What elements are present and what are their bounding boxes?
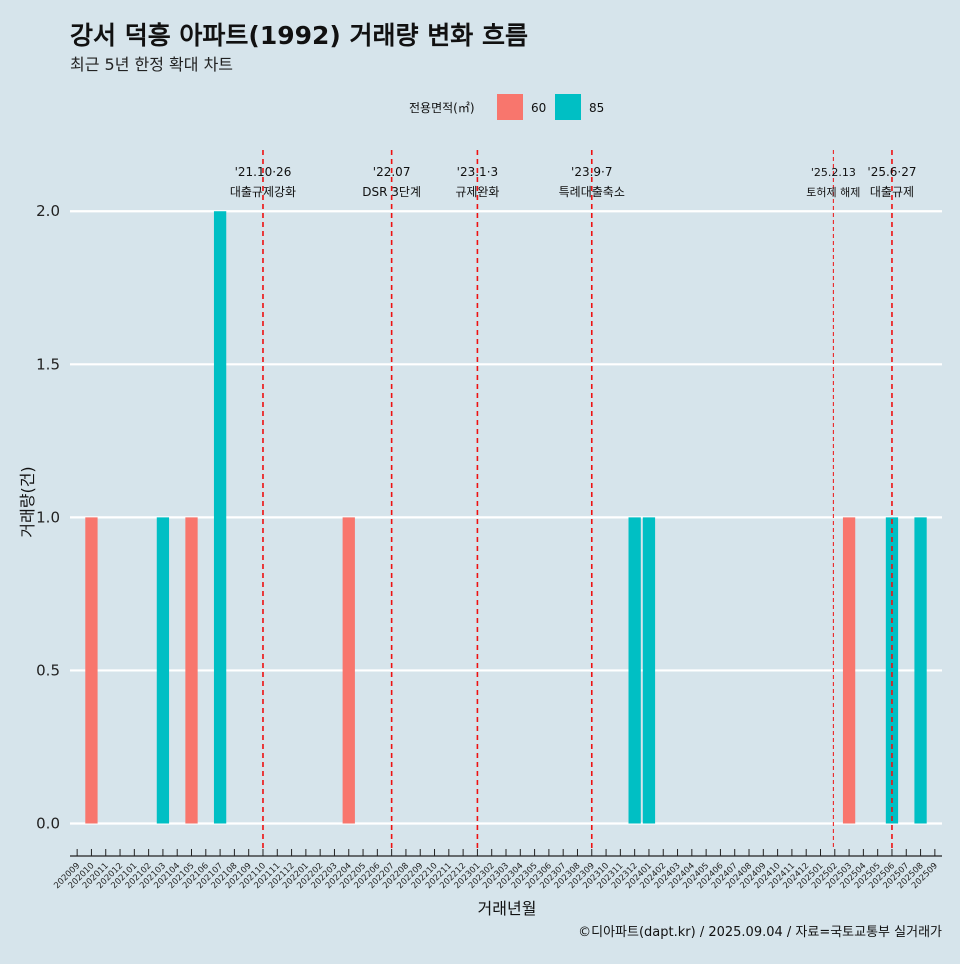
bar-60-202105 <box>185 517 198 824</box>
y-tick-label: 1.5 <box>36 355 60 373</box>
bar-85-202506 <box>885 517 899 824</box>
event-date: '23.1·3 <box>457 165 498 179</box>
bar-60-202503 <box>842 517 856 824</box>
event-label: DSR 3단계 <box>362 185 421 199</box>
event-label: 토허제 해제 <box>806 185 860 199</box>
x-axis-title: 거래년월 <box>478 899 537 918</box>
event-date: '25.2.13 <box>811 166 856 179</box>
legend-label-60: 60 <box>531 101 546 115</box>
bar-85-202401 <box>642 517 656 824</box>
y-tick-label: 0.5 <box>36 661 60 679</box>
bar-85-202107 <box>213 211 227 824</box>
y-axis: 0.0 0.5 1.0 1.5 2.0 <box>36 202 60 832</box>
bar-85-202508 <box>914 517 927 824</box>
y-tick-label: 1.0 <box>36 508 60 526</box>
chart-subtitle: 최근 5년 한정 확대 차트 <box>70 55 233 74</box>
event-date: '25.6·27 <box>867 165 916 179</box>
legend-swatch-60 <box>497 94 523 120</box>
legend-title: 전용면적(㎡) <box>409 101 475 115</box>
legend: 전용면적(㎡) 60 85 <box>409 94 604 120</box>
event-label: 대출규제 <box>870 185 914 199</box>
event-date: '21.10·26 <box>235 165 292 179</box>
legend-swatch-85 <box>555 94 581 120</box>
chart-title: 강서 덕흥 아파트(1992) 거래량 변화 흐름 <box>70 21 528 50</box>
y-tick-label: 2.0 <box>36 202 60 220</box>
bars <box>85 211 927 824</box>
event-date: '22.07 <box>373 165 411 179</box>
bar-85-202312 <box>628 517 641 824</box>
event-date: '23.9·7 <box>571 165 612 179</box>
caption: ©디아파트(dapt.kr) / 2025.09.04 / 자료=국토교통부 실… <box>578 925 942 940</box>
bar-60-202204 <box>342 517 355 824</box>
x-axis: 2020092020102020112020122021012021022021… <box>52 849 942 891</box>
event-lines: '21.10·26 대출규제강화 '22.07 DSR 3단계 '23.1·3 규제완화 '… <box>230 150 917 848</box>
legend-label-85: 85 <box>589 101 604 115</box>
y-tick-label: 0.0 <box>36 815 60 833</box>
event-label: 대출규제강화 <box>230 185 296 199</box>
y-axis-title: 거래량(건) <box>18 466 37 537</box>
event-label: 규제완화 <box>455 185 499 199</box>
bar-85-202103 <box>156 517 170 824</box>
event-label: 특례대출축소 <box>559 185 625 199</box>
gridlines <box>70 210 942 825</box>
bar-60-202010 <box>85 517 98 824</box>
